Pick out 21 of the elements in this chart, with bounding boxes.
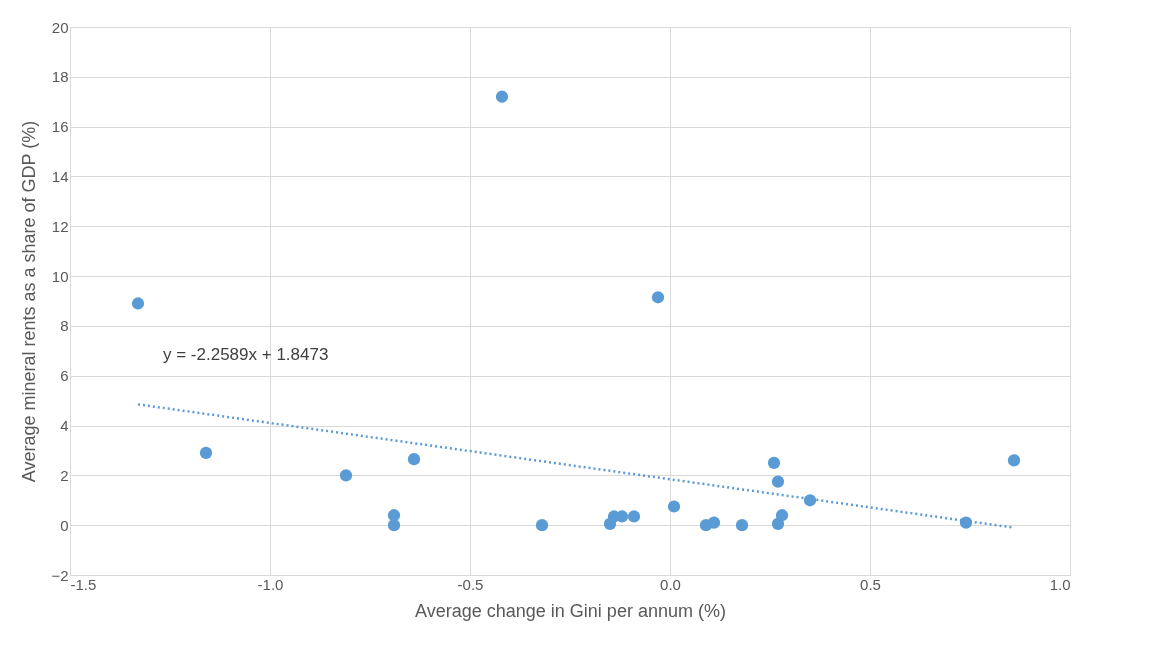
y-tick-label: 6 [60,367,69,385]
y-tick-label: 2 [60,466,69,484]
y-tick-label: 4 [60,417,69,435]
x-tick-label: -1.5 [70,575,97,593]
annotation: y = -2.2589x + 1.8473 [163,345,329,365]
x-tick-label: -1.0 [257,575,284,593]
y-tick-label: 10 [51,267,69,285]
y-tick-label: −2 [51,566,69,584]
y-axis-title: Average mineral rents as a share of GDP (%) [19,120,40,483]
y-tick-label: 16 [51,118,69,136]
y-tick-label: 18 [51,68,69,86]
x-tick-label: 1.0 [1049,575,1071,593]
y-tick-label: 12 [51,217,69,235]
x-tick-label: 0.5 [860,575,881,593]
y-tick-label: 8 [60,317,69,335]
y-tick-label: 0 [60,516,69,534]
x-axis-title: Average change in Gini per annum (%) [415,600,726,621]
x-tick-label: 0.0 [660,575,681,593]
y-tick-label: 14 [51,167,69,185]
y-tick-label: 20 [51,18,69,36]
x-tick-label: -0.5 [457,575,484,593]
